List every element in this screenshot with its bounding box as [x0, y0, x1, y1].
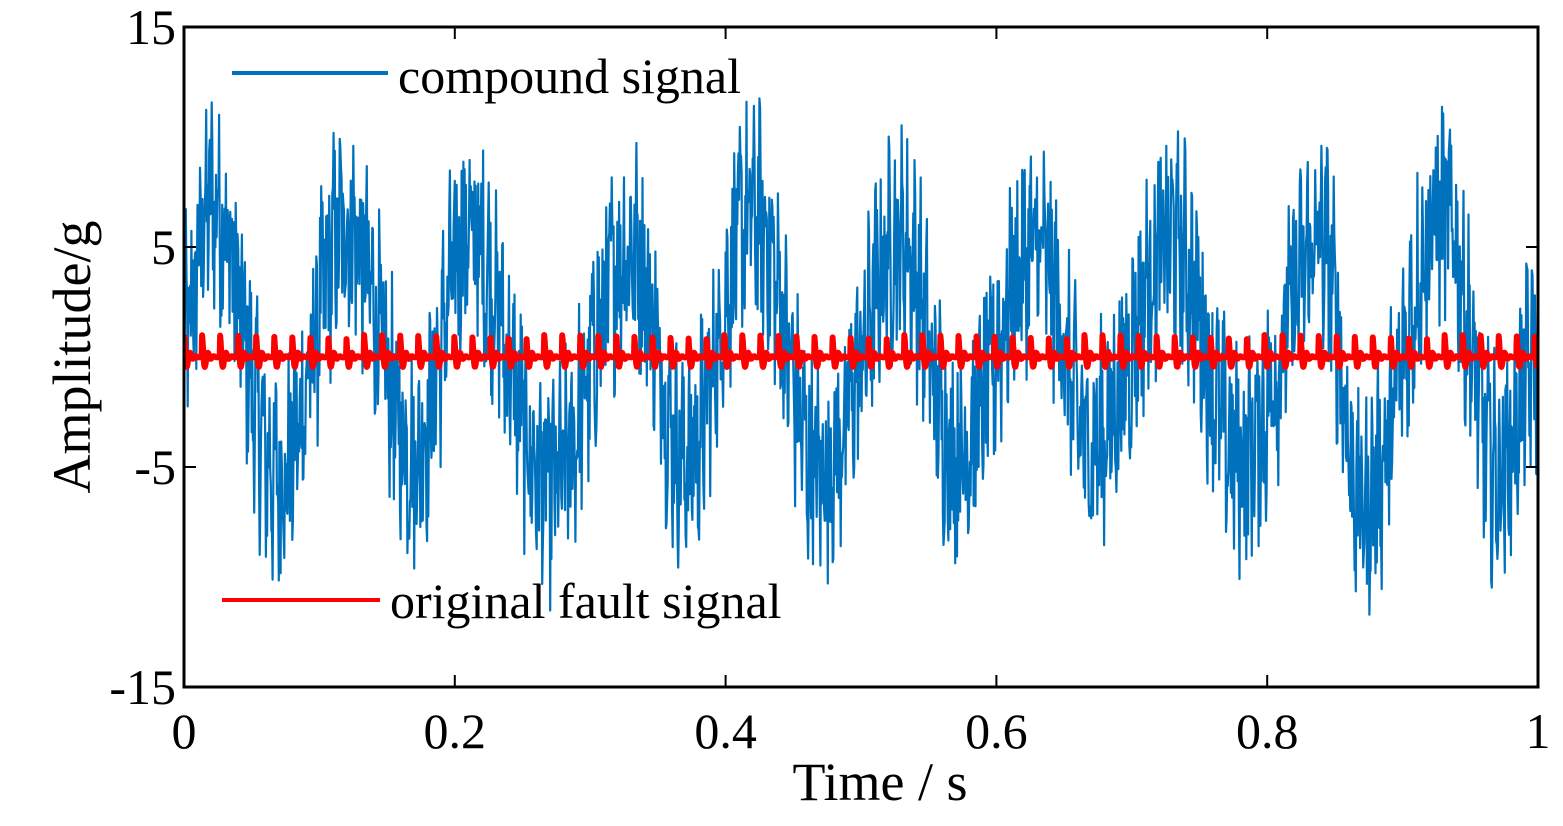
- y-tick-label: -15: [109, 659, 176, 715]
- x-tick-label: 0: [172, 703, 197, 759]
- x-axis-label: Time / s: [792, 752, 967, 812]
- legend-compound: compound signal: [232, 48, 741, 104]
- x-tick-label: 0.4: [694, 703, 757, 759]
- y-axis: -15 -5 5 15: [109, 0, 1538, 715]
- y-axis-label: Amplitude/g: [42, 221, 102, 494]
- legend-fault: original fault signal: [222, 573, 782, 629]
- x-tick-label: 0.6: [965, 703, 1028, 759]
- y-tick-label: 5: [151, 219, 176, 275]
- series-compound-signal: [184, 97, 1538, 616]
- y-tick-label: -5: [134, 439, 176, 495]
- y-tick-label: 15: [126, 0, 176, 55]
- plot-data-area: [184, 97, 1538, 616]
- x-tick-label: 0.2: [424, 703, 487, 759]
- series-original-fault-signal: [184, 332, 1538, 370]
- x-axis: 0 0.2 0.4 0.6 0.8 1: [172, 27, 1551, 759]
- legend-label-fault: original fault signal: [390, 573, 782, 629]
- legend-label-compound: compound signal: [398, 48, 741, 104]
- x-tick-label: 1: [1526, 703, 1551, 759]
- x-tick-label: 0.8: [1236, 703, 1299, 759]
- plot-frame: [182, 25, 1540, 689]
